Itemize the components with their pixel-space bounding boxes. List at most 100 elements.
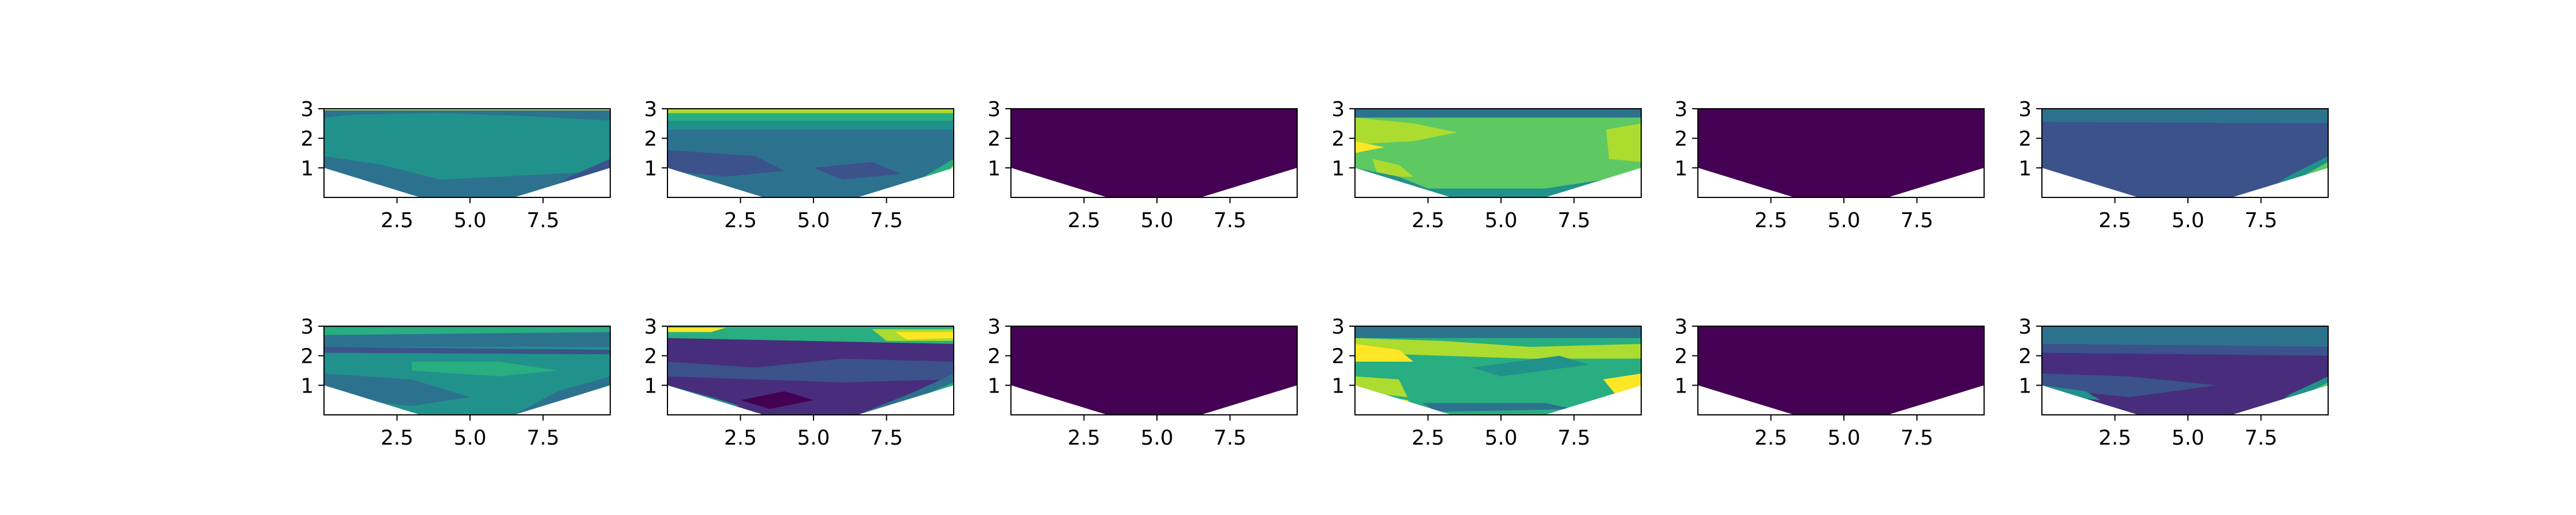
contour-panel-row1-col4: 2.5 5.0 7.5 1 2 3 [1332, 98, 1642, 232]
axes-frame [323, 108, 611, 198]
axes-frame [1354, 326, 1642, 415]
axes-frame [1354, 108, 1642, 198]
axes-frame [2041, 108, 2329, 198]
x-tick-label: 7.5 [527, 209, 559, 232]
contour-panel-row2-col4: 2.5 5.0 7.5 1 2 3 [1332, 315, 1642, 450]
contour-background [1698, 326, 1984, 415]
contour-panel-row1-col3: 2.5 5.0 7.5 1 2 3 [987, 98, 1298, 232]
y-tick-label: 2 [644, 128, 657, 151]
contour-region-4 [1606, 123, 1641, 162]
x-tick-label: 7.5 [1214, 426, 1246, 450]
contour-region-5 [1372, 159, 1413, 177]
contour-background [1011, 326, 1297, 415]
contour-region-1 [2042, 109, 2328, 124]
contour-fill [1011, 109, 1297, 197]
y-tick-label: 3 [987, 98, 1001, 121]
x-tick-label: 5.0 [1484, 209, 1517, 232]
contour-region-5 [813, 162, 902, 180]
x-tick-label: 2.5 [2099, 426, 2131, 450]
contour-region-1 [324, 332, 610, 347]
x-tick-label: 2.5 [1755, 426, 1787, 450]
contour-fill [1698, 326, 1984, 415]
contour-region-3 [1355, 344, 1413, 362]
contour-panel-row2-col2: 2.5 5.0 7.5 1 2 3 [644, 315, 954, 450]
x-tick-label: 7.5 [1558, 426, 1590, 450]
contour-region-1 [324, 156, 610, 197]
contour-region-1 [1355, 109, 1641, 118]
x-tick-label: 5.0 [797, 426, 829, 450]
y-tick-label: 1 [644, 157, 657, 180]
y-tick-label: 2 [987, 128, 1001, 151]
x-tick-label: 2.5 [1755, 209, 1787, 232]
y-tick-label: 2 [301, 345, 314, 369]
contour-region-1 [1355, 326, 1641, 338]
y-tick-label: 3 [2018, 98, 2032, 121]
x-tick-label: 2.5 [1412, 209, 1444, 232]
x-tick-label: 2.5 [1068, 426, 1100, 450]
contour-panel-row2-col1: 2.5 5.0 7.5 1 2 3 [301, 315, 611, 450]
y-tick-label: 1 [644, 374, 657, 398]
y-tick-label: 2 [644, 345, 657, 369]
contour-panel-row1-col1: 2.5 5.0 7.5 1 2 3 [301, 98, 611, 232]
y-tick-label: 3 [1674, 315, 1688, 339]
y-tick-label: 2 [301, 128, 314, 151]
contour-background [1698, 109, 1984, 197]
y-tick-label: 3 [1332, 98, 1345, 121]
axes-frame [2041, 326, 2329, 415]
contour-panel-row2-col5: 2.5 5.0 7.5 1 2 3 [1674, 315, 1985, 450]
contour-panel-row1-col6: 2.5 5.0 7.5 1 2 3 [2018, 98, 2329, 232]
x-tick-label: 5.0 [2171, 209, 2204, 232]
x-tick-label: 2.5 [2099, 209, 2131, 232]
contour-fill [2042, 109, 2328, 197]
y-tick-label: 1 [1332, 374, 1345, 398]
contour-fill [1011, 326, 1297, 415]
y-tick-label: 1 [1674, 157, 1688, 180]
x-tick-label: 5.0 [1140, 426, 1173, 450]
contour-region-4 [667, 327, 726, 332]
contour-fill [1698, 109, 1984, 197]
y-tick-label: 2 [1332, 345, 1345, 369]
axes-frame [1010, 108, 1298, 198]
x-tick-label: 7.5 [527, 426, 559, 450]
y-tick-label: 3 [1332, 315, 1345, 339]
y-tick-label: 1 [2018, 157, 2032, 180]
contour-region-5 [412, 362, 558, 377]
contour-fill [1355, 109, 1641, 197]
contour-region-4 [2042, 385, 2100, 401]
y-tick-label: 3 [2018, 315, 2032, 339]
contour-panel-row1-col2: 2.5 5.0 7.5 1 2 3 [644, 98, 954, 232]
contour-region-6 [740, 391, 814, 409]
x-tick-label: 7.5 [870, 209, 903, 232]
contour-region-1 [2042, 326, 2328, 347]
x-tick-label: 2.5 [724, 426, 757, 450]
y-tick-label: 1 [301, 374, 314, 398]
contour-region-3 [2042, 373, 2218, 397]
x-tick-label: 5.0 [1827, 209, 1860, 232]
contour-fill [324, 109, 610, 197]
x-tick-label: 5.0 [2171, 426, 2204, 450]
y-tick-label: 1 [987, 157, 1001, 180]
contour-region-2 [1355, 117, 1457, 144]
contour-region-7 [1422, 403, 1574, 412]
contour-fill [667, 109, 954, 197]
contour-panel-row2-col6: 2.5 5.0 7.5 1 2 3 [2018, 315, 2329, 450]
x-tick-label: 2.5 [1068, 209, 1100, 232]
contour-panel-row1-col5: 2.5 5.0 7.5 1 2 3 [1674, 98, 1985, 232]
contour-region-5 [667, 358, 954, 383]
y-tick-label: 1 [1332, 157, 1345, 180]
x-tick-label: 2.5 [724, 209, 757, 232]
x-tick-label: 5.0 [453, 209, 486, 232]
y-tick-label: 2 [987, 345, 1001, 369]
x-tick-label: 5.0 [797, 209, 829, 232]
x-tick-label: 2.5 [381, 209, 413, 232]
y-tick-label: 2 [1674, 345, 1688, 369]
y-tick-label: 3 [644, 98, 657, 121]
x-tick-label: 7.5 [1901, 426, 1933, 450]
axes-frame [667, 108, 954, 198]
axes-frame [1010, 326, 1298, 415]
contour-region-9 [667, 385, 741, 406]
contour-background [1011, 109, 1297, 197]
axes-frame [1697, 108, 1985, 198]
x-tick-label: 7.5 [1558, 209, 1590, 232]
